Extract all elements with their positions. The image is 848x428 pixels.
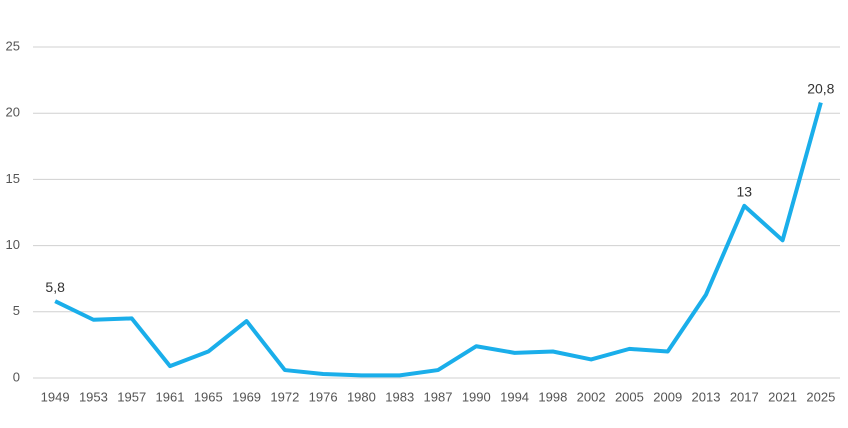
x-tick-label: 2013 bbox=[692, 389, 721, 404]
x-tick-label: 2021 bbox=[768, 389, 797, 404]
x-tick-label: 1998 bbox=[538, 389, 567, 404]
y-tick-label: 15 bbox=[6, 171, 20, 186]
x-tick-label: 1949 bbox=[41, 389, 70, 404]
x-tick-label: 2009 bbox=[653, 389, 682, 404]
x-tick-label: 2017 bbox=[730, 389, 759, 404]
x-tick-label: 1983 bbox=[385, 389, 414, 404]
x-tick-label: 1990 bbox=[462, 389, 491, 404]
x-tick-label: 1994 bbox=[500, 389, 529, 404]
data-label: 20,8 bbox=[807, 80, 834, 96]
x-tick-label: 1972 bbox=[270, 389, 299, 404]
x-tick-label: 1976 bbox=[309, 389, 338, 404]
y-tick-label: 20 bbox=[6, 105, 20, 120]
x-tick-label: 2025 bbox=[806, 389, 835, 404]
x-tick-label: 2005 bbox=[615, 389, 644, 404]
y-tick-label: 25 bbox=[6, 38, 20, 53]
data-label: 13 bbox=[736, 184, 752, 200]
x-tick-label: 1965 bbox=[194, 389, 223, 404]
series-line bbox=[54, 102, 823, 378]
x-tick-label: 1957 bbox=[117, 389, 146, 404]
x-tick-label: 1969 bbox=[232, 389, 261, 404]
x-tick-label: 1987 bbox=[424, 389, 453, 404]
x-tick-label: 2002 bbox=[577, 389, 606, 404]
y-tick-label: 0 bbox=[13, 369, 20, 384]
x-tick-label: 1961 bbox=[156, 389, 185, 404]
x-tick-label: 1980 bbox=[347, 389, 376, 404]
data-label: 5,8 bbox=[45, 279, 65, 295]
y-tick-label: 10 bbox=[6, 237, 20, 252]
y-tick-label: 5 bbox=[13, 303, 20, 318]
x-tick-label: 1953 bbox=[79, 389, 108, 404]
